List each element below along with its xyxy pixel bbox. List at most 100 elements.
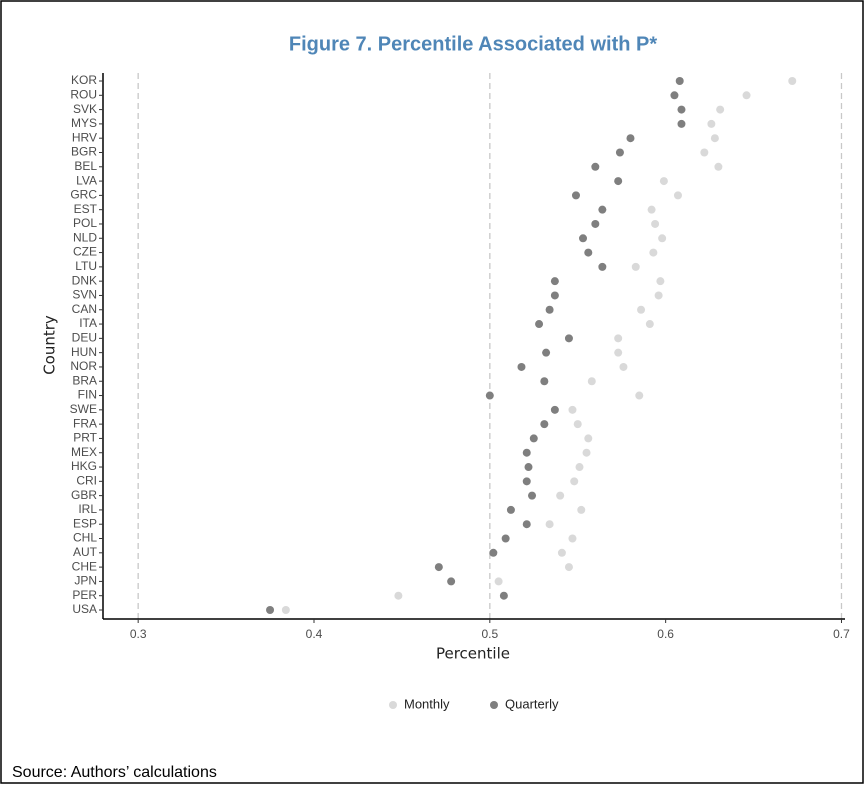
dot xyxy=(501,534,510,543)
dot xyxy=(281,606,290,614)
y-axis-label: Country xyxy=(41,315,59,375)
dot xyxy=(587,377,596,386)
dot xyxy=(626,134,635,143)
y-tick-label: CRI xyxy=(76,473,97,487)
y-tick-label: BRA xyxy=(72,373,97,387)
x-tick-label: 0.3 xyxy=(130,627,147,641)
dot xyxy=(550,277,559,286)
dot xyxy=(656,277,665,286)
y-tick-label: USA xyxy=(72,602,97,616)
dot xyxy=(570,477,579,486)
dot xyxy=(575,463,584,472)
y-tick-label: ITA xyxy=(79,316,97,330)
dot xyxy=(742,91,751,100)
dot xyxy=(494,577,503,586)
dot xyxy=(535,320,544,329)
dot xyxy=(614,334,623,343)
dot xyxy=(659,177,668,186)
y-tick-label: PRT xyxy=(73,431,97,445)
dot xyxy=(564,334,573,343)
dot xyxy=(707,119,716,128)
dot xyxy=(631,262,640,271)
legend-marker xyxy=(490,701,498,709)
dot xyxy=(614,348,623,357)
dot xyxy=(651,219,660,228)
dot xyxy=(670,91,679,100)
dot xyxy=(700,148,709,157)
dot xyxy=(658,234,667,243)
legend-label: Quarterly xyxy=(505,696,559,711)
y-tick-label: PER xyxy=(72,588,97,602)
y-tick-label: HUN xyxy=(71,345,97,359)
y-tick-label: SVN xyxy=(72,288,97,302)
dot xyxy=(788,77,797,85)
dot xyxy=(598,262,607,271)
dot xyxy=(522,477,531,486)
dot xyxy=(582,448,591,457)
dot xyxy=(394,591,403,600)
y-tick-label: LVA xyxy=(76,173,97,187)
dot xyxy=(584,248,593,257)
dot xyxy=(545,520,554,529)
y-tick-label: DNK xyxy=(72,273,97,287)
dot xyxy=(635,391,644,400)
dot xyxy=(506,505,515,514)
dot xyxy=(434,563,443,572)
x-tick-label: 0.7 xyxy=(833,627,850,641)
source-note: Source: Authors’ calculations xyxy=(12,764,217,781)
dot xyxy=(447,577,456,586)
x-tick-label: 0.6 xyxy=(657,627,674,641)
dot xyxy=(615,148,624,157)
y-tick-label: ROU xyxy=(70,87,97,101)
y-tick-label: BEL xyxy=(74,159,97,173)
x-tick-label: 0.5 xyxy=(481,627,498,641)
dot xyxy=(545,305,554,314)
dot xyxy=(266,606,275,614)
legend-marker xyxy=(389,701,397,709)
dot xyxy=(524,463,533,472)
dot xyxy=(557,548,566,557)
dot xyxy=(571,191,580,200)
x-axis-label: Percentile xyxy=(436,645,510,663)
y-tick-label: GBR xyxy=(71,488,97,502)
y-tick-label: AUT xyxy=(73,545,98,559)
dot xyxy=(716,105,725,114)
dot xyxy=(528,491,537,500)
dot xyxy=(619,362,628,371)
dot xyxy=(568,405,577,414)
dot xyxy=(540,377,549,386)
y-tick-label: JPN xyxy=(74,574,97,588)
y-tick-label: SVK xyxy=(73,102,97,116)
y-tick-label: CHE xyxy=(72,559,97,573)
dot xyxy=(675,77,684,85)
dot xyxy=(522,448,531,457)
dot xyxy=(584,434,593,443)
dot xyxy=(542,348,551,357)
dot xyxy=(522,520,531,529)
y-tick-label: EST xyxy=(74,202,98,216)
dot xyxy=(647,205,656,214)
dot xyxy=(598,205,607,214)
dot xyxy=(550,291,559,300)
dot xyxy=(614,177,623,186)
dot xyxy=(517,362,526,371)
chart-title: Figure 7. Percentile Associated with P* xyxy=(289,33,657,55)
y-tick-label: POL xyxy=(73,216,97,230)
y-tick-label: MEX xyxy=(71,445,97,459)
dot xyxy=(489,548,498,557)
y-tick-label: CHL xyxy=(73,531,97,545)
dot xyxy=(654,291,663,300)
dot xyxy=(710,134,719,143)
y-tick-label: SWE xyxy=(70,402,97,416)
dot xyxy=(637,305,646,314)
dot xyxy=(573,420,582,429)
y-tick-label: CZE xyxy=(73,245,97,259)
y-tick-label: MYS xyxy=(71,116,97,130)
y-tick-label: ESP xyxy=(73,516,97,530)
dot xyxy=(645,320,654,329)
y-tick-label: KOR xyxy=(71,73,97,87)
dot xyxy=(673,191,682,200)
y-tick-label: IRL xyxy=(78,502,97,516)
